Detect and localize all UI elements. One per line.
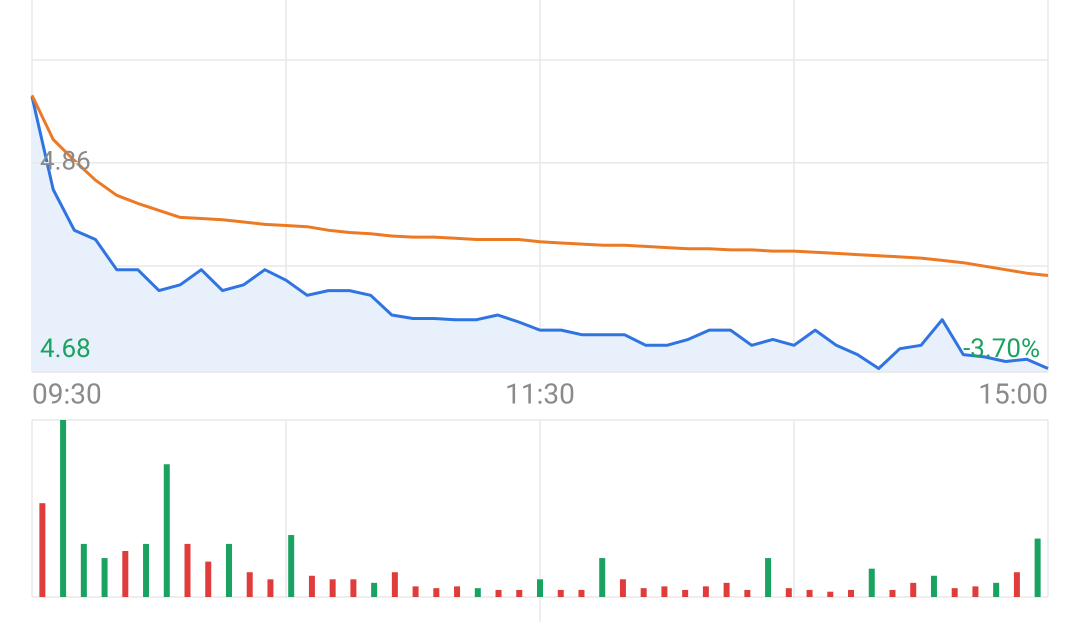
price-area: [32, 96, 1048, 372]
volume-bar: [682, 589, 689, 597]
volume-bar: [101, 558, 108, 597]
volume-bar: [785, 588, 792, 597]
volume-bar: [495, 589, 502, 597]
y-tick-label: 4.86: [40, 147, 91, 177]
volume-bar: [143, 543, 150, 597]
volume-bar: [163, 464, 170, 597]
volume-bar: [1013, 572, 1020, 597]
line-series: [30, 96, 1049, 370]
line-series: [30, 94, 1049, 277]
volume-bar: [765, 558, 772, 597]
volume-bar: [288, 535, 295, 597]
volume-bar: [225, 543, 232, 597]
volume-bar: [702, 586, 709, 597]
volume-bar: [619, 579, 626, 597]
x-tick-label: 11:30: [505, 377, 575, 410]
volume-bar: [412, 586, 419, 597]
change-label: -3.70%: [963, 334, 1040, 364]
volume-bar: [205, 561, 212, 597]
volume-bar: [246, 572, 253, 597]
x-tick-label: 15:00: [978, 377, 1048, 410]
volume-bar: [537, 579, 543, 597]
volume-bar: [993, 582, 1000, 597]
volume-bar: [951, 588, 958, 597]
volume-bar: [60, 420, 67, 597]
volume-bar: [848, 589, 855, 597]
volume-bar: [1034, 538, 1041, 597]
volume-bar: [723, 582, 730, 597]
y-tick-label: 4.68: [40, 334, 91, 364]
volume-bar: [454, 586, 461, 597]
volume-bar: [806, 589, 813, 597]
volume-bar: [930, 575, 937, 597]
volume-bar: [267, 579, 274, 597]
volume-bar: [39, 503, 46, 597]
volume-bar: [640, 588, 647, 597]
volume-bar: [516, 589, 523, 597]
volume-bar: [371, 582, 378, 597]
volume-bar: [744, 589, 751, 597]
volume-bar: [122, 550, 129, 597]
volume-bar: [578, 589, 585, 597]
volume-bar: [868, 568, 875, 597]
volume-bar: [910, 582, 917, 597]
volume-bar: [80, 543, 87, 597]
volume-bar: [329, 579, 336, 597]
volume-bar: [661, 586, 668, 597]
layout-grid: [31, 0, 1049, 622]
volume-bar: [972, 586, 979, 597]
volume-bar: [557, 589, 564, 597]
volume-bar: [308, 575, 315, 597]
volume-bar: [474, 588, 481, 597]
volume-bar: [391, 572, 398, 597]
x-tick-label: 09:30: [32, 377, 102, 410]
volume-bar: [184, 543, 191, 597]
volume-bar: [827, 591, 834, 597]
volume-bar: [350, 579, 357, 597]
volume-bar: [433, 588, 440, 597]
volume-bar: [889, 589, 896, 597]
volume-bar: [599, 558, 606, 597]
